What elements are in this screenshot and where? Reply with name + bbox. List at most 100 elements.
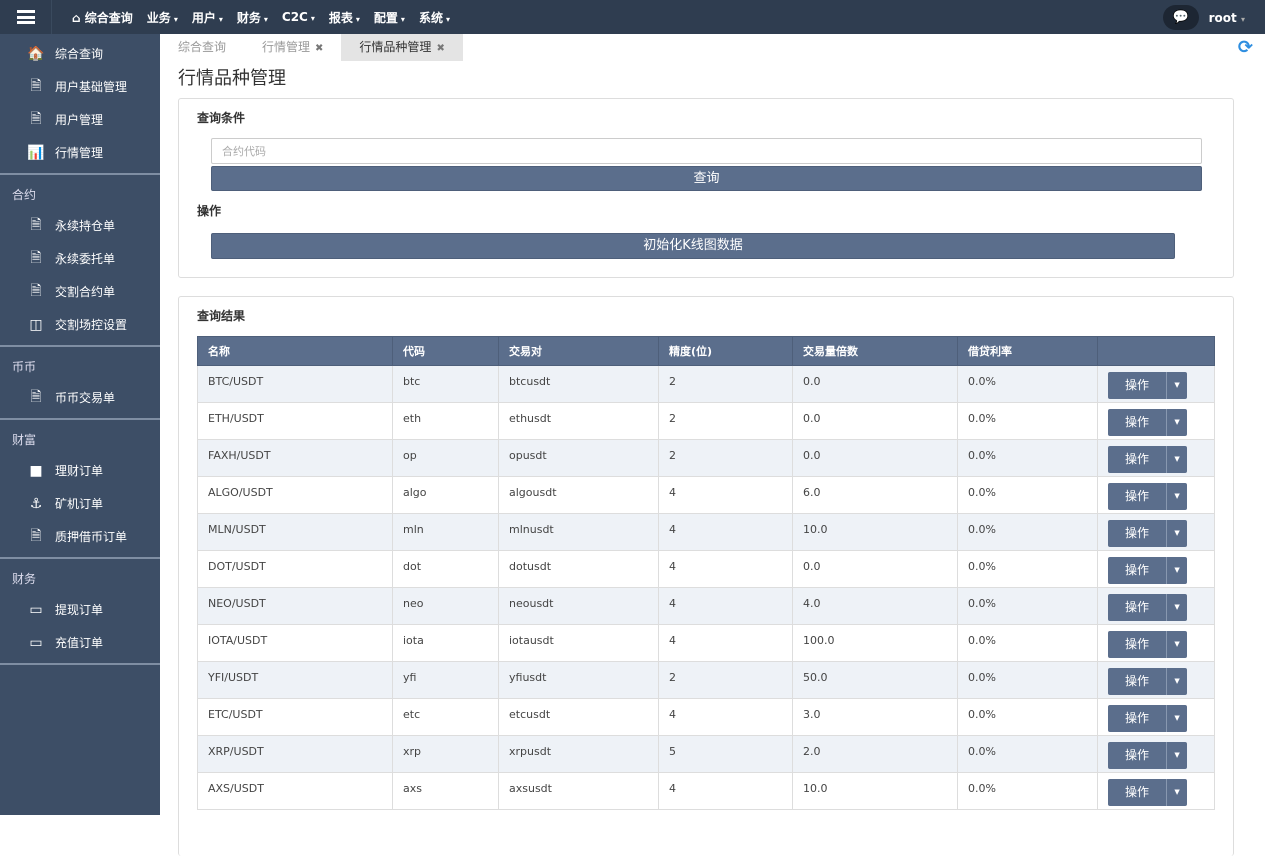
credit-card-icon: ▭ <box>29 601 43 618</box>
table-cell: 0.0% <box>957 698 1098 736</box>
nav-item[interactable]: 系统 ▾ <box>419 9 450 26</box>
table-cell: 0.0 <box>792 550 958 588</box>
action-button[interactable]: 操作 <box>1108 372 1167 399</box>
dropdown-caret-button[interactable]: ▼ <box>1166 409 1188 436</box>
table-cell: xrp <box>392 735 499 773</box>
action-button[interactable]: 操作 <box>1108 446 1167 473</box>
table-cell: iotausdt <box>498 624 659 662</box>
nav-label: 报表 <box>328 10 353 25</box>
action-button[interactable]: 操作 <box>1108 668 1167 695</box>
table-cell: ALGO/USDT <box>197 476 393 514</box>
sidebar-item[interactable]: ⚓ 矿机订单 <box>0 487 160 520</box>
action-button[interactable]: 操作 <box>1108 779 1167 806</box>
init-kline-button[interactable]: 初始化K线图数据 <box>211 233 1175 259</box>
nav-label: 业务 <box>146 10 171 25</box>
table-cell: 10.0 <box>792 513 958 551</box>
table-cell: 0.0% <box>957 513 1098 551</box>
file-icon: 🗎 <box>30 527 42 544</box>
dropdown-caret-button[interactable]: ▼ <box>1166 742 1188 769</box>
sidebar-item[interactable]: 🗎 用户基础管理 <box>0 70 160 103</box>
sidebar-item-label: 行情管理 <box>55 146 104 160</box>
table-cell: 0.0% <box>957 587 1098 625</box>
nav-label: 财务 <box>236 10 261 25</box>
results-title: 查询结果 <box>197 309 246 323</box>
chat-icon[interactable]: 💬 <box>1162 5 1199 30</box>
tab-label: 行情管理 <box>262 40 311 54</box>
nav-item[interactable]: 财务 ▾ <box>237 9 268 26</box>
sidebar-item[interactable]: ■ 理财订单 <box>0 454 160 487</box>
dropdown-caret-button[interactable]: ▼ <box>1166 631 1188 658</box>
table-cell: 0.0% <box>957 624 1098 662</box>
action-button[interactable]: 操作 <box>1108 409 1167 436</box>
dropdown-caret-button[interactable]: ▼ <box>1166 668 1188 695</box>
action-cell: 操作 ▼ <box>1097 365 1215 403</box>
sidebar-item[interactable]: 🏠 综合查询 <box>0 37 160 70</box>
action-button[interactable]: 操作 <box>1108 594 1167 621</box>
sidebar-item[interactable]: ▭ 提现订单 <box>0 593 160 626</box>
dropdown-caret-button[interactable]: ▼ <box>1166 779 1188 806</box>
dropdown-caret-button[interactable]: ▼ <box>1166 705 1188 732</box>
table-cell: 0.0 <box>792 439 958 477</box>
caret-down-icon: ▾ <box>355 14 360 24</box>
tab-0[interactable]: 综合查询 <box>160 34 244 61</box>
action-button-group: 操作 ▼ <box>1108 483 1188 510</box>
nav-item[interactable]: 报表 ▾ <box>329 9 360 26</box>
sidebar-item[interactable]: 🗎 交割合约单 <box>0 275 160 308</box>
results-panel: 查询结果 名称 代码 交易对 精度(位) 交易量倍数 借贷利率 BTC/USDT btc btc… <box>178 296 1234 856</box>
action-button[interactable]: 操作 <box>1108 705 1167 732</box>
sidebar-item-label: 用户基础管理 <box>55 80 128 94</box>
nav-label: 综合查询 <box>84 10 133 25</box>
action-button[interactable]: 操作 <box>1108 520 1167 547</box>
dropdown-caret-button[interactable]: ▼ <box>1166 594 1188 621</box>
sidebar-item[interactable]: 🗎 永续委托单 <box>0 242 160 275</box>
action-cell: 操作 ▼ <box>1097 402 1215 440</box>
action-button[interactable]: 操作 <box>1108 742 1167 769</box>
file-icon: 🗎 <box>30 110 42 127</box>
dropdown-caret-button[interactable]: ▼ <box>1166 557 1188 584</box>
nav-label: 配置 <box>373 10 398 25</box>
action-button[interactable]: 操作 <box>1108 483 1167 510</box>
table-cell: 6.0 <box>792 476 958 514</box>
dropdown-caret-button[interactable]: ▼ <box>1166 372 1188 399</box>
table-cell: ETH/USDT <box>197 402 393 440</box>
sidebar-item[interactable]: 🗎 质押借币订单 <box>0 520 160 553</box>
sidebar-item[interactable]: ◫ 交割场控设置 <box>0 308 160 341</box>
credit-card-icon: ▭ <box>29 634 43 651</box>
table-cell: 5 <box>658 735 793 773</box>
tab-1[interactable]: 行情管理 ✖ <box>244 34 341 61</box>
nav-item[interactable]: C2C ▾ <box>282 10 315 24</box>
tab-2[interactable]: 行情品种管理 ✖ <box>341 34 463 61</box>
sidebar-item[interactable]: 🗎 用户管理 <box>0 103 160 136</box>
sidebar-item[interactable]: 🗎 永续持仓单 <box>0 209 160 242</box>
contract-code-input[interactable] <box>211 138 1202 164</box>
dropdown-caret-button[interactable]: ▼ <box>1166 483 1188 510</box>
refresh-icon[interactable]: ⟳ <box>1237 37 1253 58</box>
column-header: 交易量倍数 <box>792 336 958 366</box>
nav-item[interactable]: ⌂ 综合查询 <box>72 9 133 26</box>
sidebar-item[interactable]: 🗎 币币交易单 <box>0 381 160 414</box>
table-cell: 3.0 <box>792 698 958 736</box>
results-table: 名称 代码 交易对 精度(位) 交易量倍数 借贷利率 BTC/USDT btc btcusdt 2… <box>197 336 1215 810</box>
menu-toggle-button[interactable] <box>0 0 52 34</box>
table-cell: 4 <box>658 550 793 588</box>
tab-label: 综合查询 <box>178 40 227 54</box>
table-cell: 0.0% <box>957 402 1098 440</box>
action-button-group: 操作 ▼ <box>1108 446 1188 473</box>
nav-item[interactable]: 业务 ▾ <box>147 9 178 26</box>
dropdown-caret-button[interactable]: ▼ <box>1166 446 1188 473</box>
nav-item[interactable]: 用户 ▾ <box>192 9 223 26</box>
sidebar-item-label: 交割场控设置 <box>55 318 128 332</box>
query-button[interactable]: 查询 <box>211 166 1202 191</box>
sidebar-item[interactable]: ▭ 充值订单 <box>0 626 160 659</box>
dropdown-caret-button[interactable]: ▼ <box>1166 520 1188 547</box>
nav-item[interactable]: 配置 ▾ <box>374 9 405 26</box>
close-icon[interactable]: ✖ <box>315 43 324 54</box>
close-icon[interactable]: ✖ <box>436 43 445 54</box>
sidebar-item[interactable]: 📊 行情管理 <box>0 136 160 169</box>
table-cell: dotusdt <box>498 550 659 588</box>
action-button[interactable]: 操作 <box>1108 631 1167 658</box>
action-button[interactable]: 操作 <box>1108 557 1167 584</box>
table-cell: 100.0 <box>792 624 958 662</box>
hamburger-icon <box>16 10 35 24</box>
user-menu[interactable]: root ▾ <box>1208 10 1245 25</box>
